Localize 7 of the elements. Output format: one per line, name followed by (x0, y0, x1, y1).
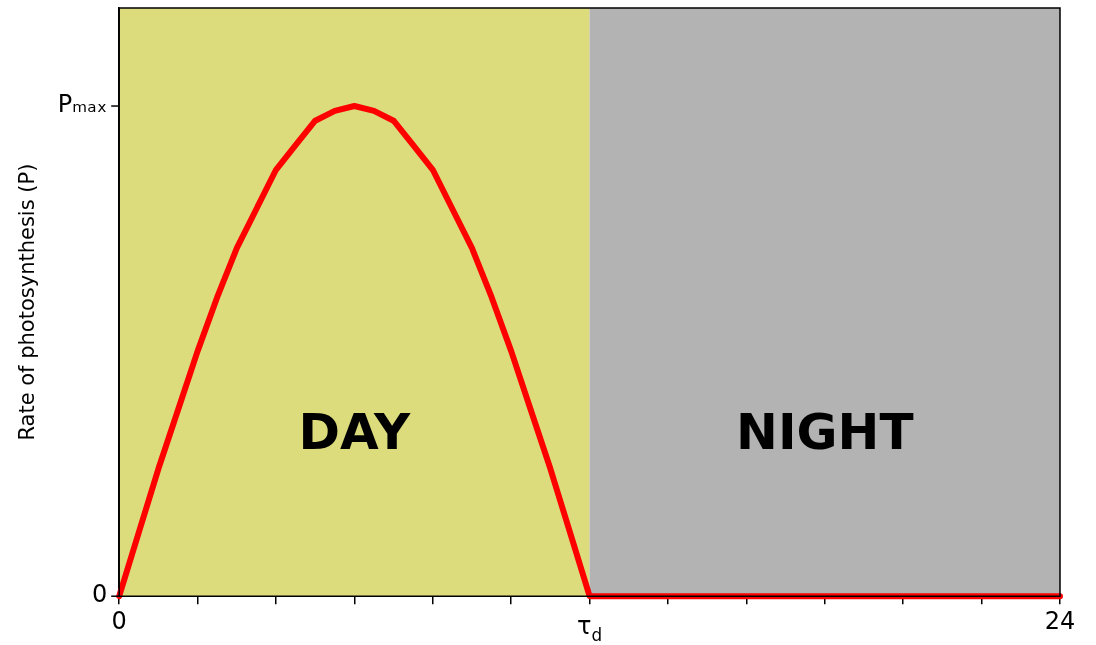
y-axis-title: Rate of photosynthesis (P) (15, 163, 40, 441)
annotation: 0 (91, 580, 108, 609)
x-tick-label: 24 (1044, 606, 1076, 635)
x-tick-label: 0 (111, 606, 127, 635)
band-label: DAY (298, 402, 411, 461)
annotation: Pₘₐₓ (57, 90, 108, 119)
band-label: NIGHT (736, 402, 914, 461)
